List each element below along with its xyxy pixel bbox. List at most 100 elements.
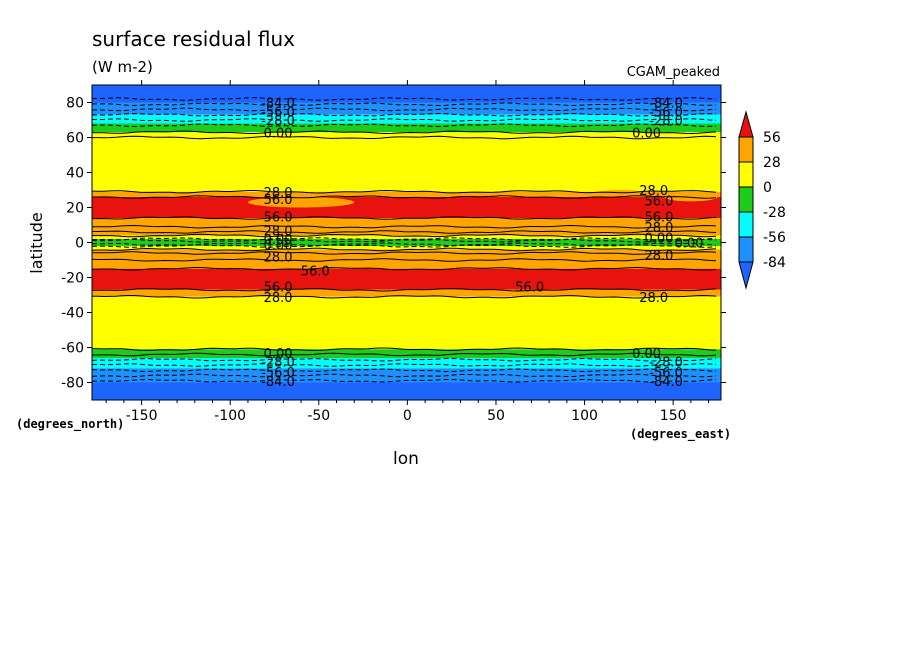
colorbar-label: -56 <box>763 230 786 246</box>
heatmap-band <box>92 358 721 369</box>
contour-label: 0.00 <box>264 126 293 141</box>
heatmap-band <box>92 249 721 269</box>
contour-line <box>92 244 717 248</box>
contour-label: 28.0 <box>264 186 293 201</box>
contour-label: -56.0 <box>261 105 295 120</box>
y-tick-label: 80 <box>66 96 84 112</box>
contour-label: -56.0 <box>649 105 683 120</box>
colorbar-arrow-top <box>738 110 754 138</box>
contour-line <box>92 373 717 378</box>
contour-label: 0.00 <box>632 347 661 362</box>
contour-label: 0.00 <box>645 231 674 246</box>
colorbar-swatch <box>738 161 754 188</box>
contour-line <box>92 112 717 117</box>
heatmap-band <box>92 382 721 400</box>
y-tick-label: 40 <box>66 166 84 182</box>
heatmap-band <box>92 85 721 103</box>
contour-line <box>92 266 717 271</box>
contour-line <box>92 237 717 241</box>
colorbar-swatch <box>738 211 754 238</box>
contour-label: -84.0 <box>649 375 683 390</box>
contour-line <box>92 130 717 135</box>
heatmap-band <box>92 132 721 192</box>
contour-label: -28.0 <box>261 356 295 371</box>
x-tick-label: 50 <box>487 408 505 424</box>
contour-label: -84.0 <box>261 97 295 112</box>
contour-label: -28.0 <box>649 114 683 129</box>
heatmap-band <box>92 268 721 290</box>
plot-area: -84.0-56.0-28.00.00-84.0-56.0-28.00.0028… <box>91 84 722 401</box>
chart-subtitle: (W m-2) <box>92 58 153 76</box>
contour-line <box>92 294 717 299</box>
y-axis-label: latitude <box>27 212 46 273</box>
contour-label: 0.00 <box>264 233 293 248</box>
contour-label: 28.0 <box>264 224 293 239</box>
heatmap-band <box>92 246 721 250</box>
contour-label: 56.0 <box>264 210 293 225</box>
contour-line <box>92 363 717 367</box>
colorbar-label: 28 <box>763 155 781 171</box>
dataset-label: CGAM_peaked <box>627 65 720 80</box>
heatmap-band <box>92 368 721 383</box>
colorbar-legend: 56 28 0 -28 -56 -84 <box>738 110 786 290</box>
heatmap-band <box>92 197 721 218</box>
x-tick-label: 0 <box>403 408 412 424</box>
y-tick-label: 20 <box>66 201 84 217</box>
heatmap-band <box>92 289 721 297</box>
contour-label: -56.0 <box>649 366 683 381</box>
y-tick-label: 60 <box>66 131 84 147</box>
heatmap-band <box>92 123 721 133</box>
contour-line <box>92 135 717 140</box>
contour-line <box>92 233 717 238</box>
contour-label: 0.00 <box>632 126 661 141</box>
y-tick-label: -60 <box>61 341 84 357</box>
contour-label: -56.0 <box>261 366 295 381</box>
contour-label: 28.0 <box>645 249 674 264</box>
y-tick-label: -40 <box>61 306 84 322</box>
y-tick-label: -20 <box>61 271 84 287</box>
contour-label: 0.00 <box>675 237 704 252</box>
heatmap-band <box>92 349 721 358</box>
contour-label: -28.0 <box>261 114 295 129</box>
contour-label: 56.0 <box>645 195 674 210</box>
colorbar-swatch <box>738 136 754 163</box>
y-tick-label: -80 <box>61 376 84 392</box>
contour-label: 28.0 <box>639 184 668 199</box>
colorbar-label: -28 <box>763 205 786 221</box>
contour-label: 28.0 <box>264 251 293 266</box>
contour-line <box>92 238 717 243</box>
y-units-label: (degrees_north) <box>16 417 124 432</box>
contour-line <box>92 357 717 362</box>
heatmap-band <box>92 239 721 246</box>
contour-line <box>92 251 717 255</box>
heatmap-band <box>92 191 721 197</box>
contour-line <box>92 352 717 357</box>
contour-label: 56.0 <box>264 193 293 208</box>
x-tick-label: 100 <box>571 408 598 424</box>
contour-label: 0.00 <box>264 238 293 253</box>
contour-line <box>92 287 717 292</box>
contour-line <box>92 258 717 262</box>
x-tick-label: -150 <box>126 408 158 424</box>
heatmap-band <box>92 296 721 350</box>
chart-title: surface residual flux <box>92 27 295 51</box>
contour-label: 28.0 <box>645 221 674 236</box>
colorbar-label: 56 <box>763 130 781 146</box>
contour-line <box>92 189 717 194</box>
colorbar-label: -84 <box>763 255 786 271</box>
contour-label: 56.0 <box>515 280 544 295</box>
x-tick-label: -50 <box>307 408 330 424</box>
colorbar-swatch <box>738 236 754 263</box>
colorbar-arrow-bottom <box>738 261 754 290</box>
contour-label: 56.0 <box>301 265 330 280</box>
contour-line <box>92 107 717 112</box>
contour-label: 28.0 <box>264 291 293 306</box>
contour-line <box>92 230 717 234</box>
contour-line <box>92 97 717 101</box>
contour-line <box>92 347 717 352</box>
contour-label: 28.0 <box>639 291 668 306</box>
contour-label: -84.0 <box>261 375 295 390</box>
contour-line <box>92 378 717 383</box>
contour-line <box>92 216 717 220</box>
x-tick-label: -100 <box>214 408 246 424</box>
